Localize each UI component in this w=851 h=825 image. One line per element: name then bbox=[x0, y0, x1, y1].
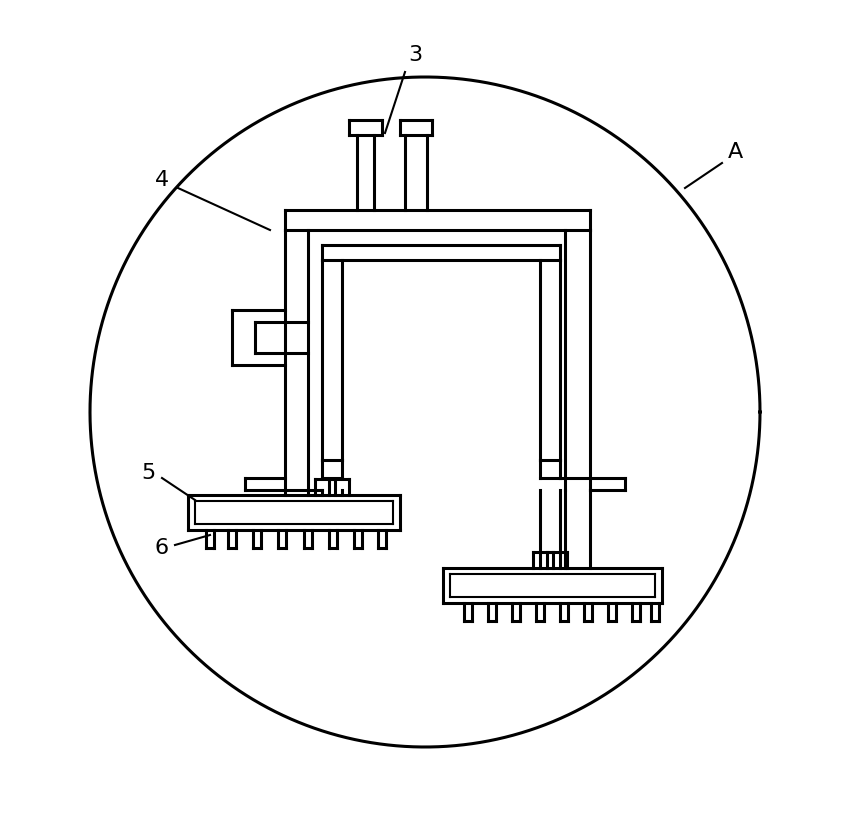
Text: 3: 3 bbox=[408, 45, 422, 65]
Text: A: A bbox=[728, 142, 743, 162]
Text: 4: 4 bbox=[155, 170, 169, 190]
Text: 5: 5 bbox=[141, 463, 155, 483]
Text: 6: 6 bbox=[155, 538, 169, 558]
